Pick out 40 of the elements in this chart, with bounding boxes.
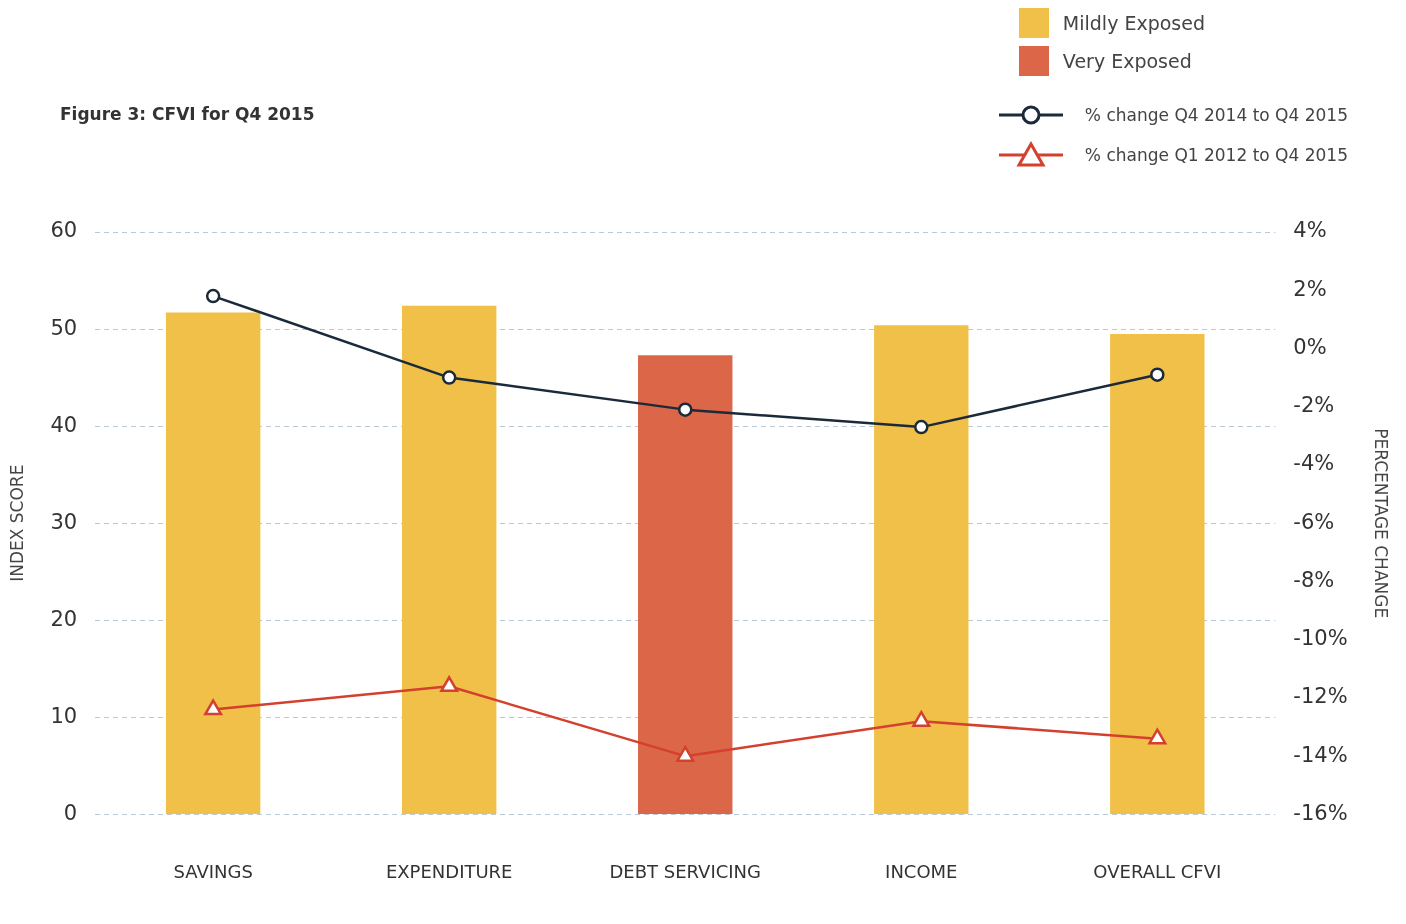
chart-title: Figure 3: CFVI for Q4 2015	[60, 104, 315, 124]
point	[914, 419, 929, 435]
legend-label: Very Exposed	[1062, 50, 1192, 72]
x-tick-label: OVERALL CFVI	[1093, 860, 1222, 882]
point	[205, 288, 221, 304]
y-tick-label: 50	[50, 315, 78, 340]
y2-tick-label: 2%	[1293, 276, 1327, 301]
point	[1148, 728, 1167, 745]
x-tick-label: SAVINGS	[173, 860, 253, 882]
y2-tick-label: -4%	[1293, 451, 1335, 476]
y2-tick-label: 4%	[1293, 218, 1327, 243]
y2-tick-label: -6%	[1293, 509, 1335, 534]
y2-tick-label: -2%	[1293, 393, 1335, 418]
x-tick-label: EXPENDITURE	[385, 860, 513, 882]
legend-label: % change Q1 2012 to Q4 2015	[1084, 145, 1348, 165]
point	[676, 745, 695, 762]
y2-tick-label: 0%	[1293, 334, 1327, 359]
legend-label: % change Q4 2014 to Q4 2015	[1084, 105, 1348, 125]
legend-label: Mildly Exposed	[1062, 12, 1206, 34]
y-tick-label: 10	[50, 703, 78, 728]
y2-tick-label: -16%	[1293, 800, 1348, 825]
x-tick-label: DEBT SERVICING	[609, 860, 762, 882]
y-tick-label: 20	[50, 606, 78, 631]
point	[677, 402, 693, 417]
y-tick-label: 30	[50, 509, 78, 534]
y-axis-title: INDEX SCORE	[6, 464, 27, 582]
y2-tick-label: -14%	[1293, 742, 1348, 767]
y2-tick-label: -8%	[1293, 567, 1335, 592]
point	[912, 710, 931, 727]
point	[204, 699, 223, 716]
y2-axis-title: PERCENTAGE CHANGE	[1371, 428, 1392, 619]
x-tick-label: INCOME	[885, 860, 958, 882]
point	[441, 370, 457, 385]
y2-tick-label: -10%	[1293, 626, 1348, 651]
y-tick-label: 60	[50, 218, 78, 243]
y-tick-label: 0	[63, 800, 78, 825]
point	[440, 676, 459, 693]
y2-tick-label: -12%	[1293, 684, 1348, 709]
y-tick-label: 40	[50, 412, 78, 437]
point	[1150, 367, 1165, 382]
